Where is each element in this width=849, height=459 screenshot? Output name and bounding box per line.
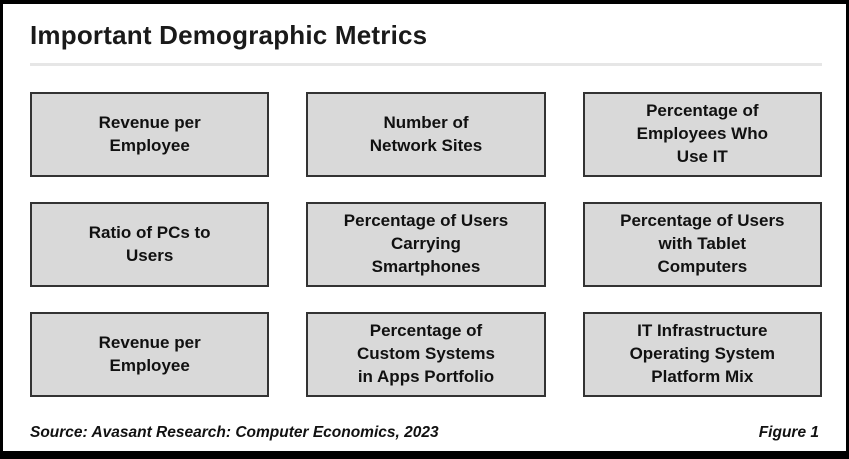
- metric-label: Percentage of Employees Who Use IT: [636, 101, 768, 166]
- metric-box-users-with-tablet-computers: Percentage of Users with Tablet Computer…: [582, 202, 822, 287]
- metric-box-number-of-network-sites: Number of Network Sites: [306, 92, 546, 177]
- metric-label: Revenue per Employee: [98, 332, 201, 375]
- metric-label: Percentage of Custom Systems in Apps Por…: [357, 321, 495, 386]
- metric-label: IT Infrastructure Operating System Platf…: [629, 321, 776, 386]
- metric-box-ratio-of-pcs-to-users: Ratio of PCs to Users: [30, 202, 270, 287]
- metric-label: Revenue per Employee: [98, 112, 201, 155]
- metric-label: Ratio of PCs to Users: [88, 222, 211, 265]
- metric-box-custom-systems-in-apps-portfolio: Percentage of Custom Systems in Apps Por…: [306, 312, 546, 397]
- source-citation: Source: Avasant Research: Computer Econo…: [30, 424, 439, 441]
- metric-box-revenue-per-employee: Revenue per Employee: [30, 92, 270, 177]
- title-divider: [30, 63, 822, 66]
- page-title: Important Demographic Metrics: [30, 20, 428, 50]
- metric-box-percentage-employees-use-it: Percentage of Employees Who Use IT: [582, 92, 822, 177]
- metric-label: Percentage of Users with Tablet Computer…: [620, 211, 785, 276]
- metric-label: Percentage of Users Carrying Smartphones: [343, 211, 509, 276]
- metrics-grid: Revenue per Employee Number of Network S…: [30, 92, 822, 397]
- metric-box-it-infrastructure-os-platform-mix: IT Infrastructure Operating System Platf…: [582, 312, 822, 397]
- metric-box-users-carrying-smartphones: Percentage of Users Carrying Smartphones: [306, 202, 546, 287]
- metric-box-revenue-per-employee-2: Revenue per Employee: [30, 312, 270, 397]
- figure-number: Figure 1: [758, 424, 819, 441]
- metric-label: Number of Network Sites: [369, 112, 483, 155]
- figure-footer: Source: Avasant Research: Computer Econo…: [3, 424, 846, 451]
